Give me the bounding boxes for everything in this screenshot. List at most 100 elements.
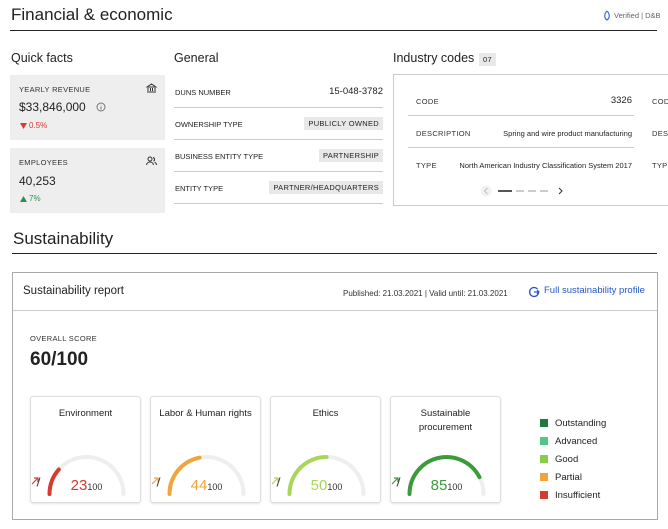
report-panel (12, 272, 658, 520)
out-of: 100 (327, 482, 343, 492)
trend-icon (151, 477, 159, 485)
published: Published: 21.03.2021 | Valid until: 21.… (343, 289, 508, 298)
change: 0.5% (29, 121, 48, 130)
score: 23 (70, 477, 88, 494)
field-value: North American Industry Classification S… (459, 161, 632, 170)
divider (408, 115, 634, 116)
value: 40,253 (19, 174, 56, 188)
legend-label: Advanced (555, 436, 598, 447)
legend-label: Insufficient (555, 490, 601, 501)
link-icon[interactable] (528, 286, 540, 298)
arrow (31, 477, 39, 485)
verified-icon (604, 10, 610, 21)
field-label: DESCRIPTION (652, 129, 668, 138)
legend-item: Partial (540, 472, 582, 483)
industry-card: CODE CODE 3326 DESCRIPTION DESCRIPTION Spring… (393, 74, 668, 206)
divider (408, 147, 634, 148)
gauge-arc (167, 455, 202, 496)
gauge-card: Sustainable procurement 85 100 (390, 396, 501, 503)
trend-icon (391, 477, 399, 485)
row-key: DUNS NUMBER (175, 88, 231, 97)
legend-item: Good (540, 454, 578, 465)
row-key: ENTITY TYPE (175, 184, 224, 193)
trend-icon (271, 477, 279, 485)
section-title: Sustainability (13, 229, 114, 248)
label: YEARLY REVENUE (19, 85, 91, 94)
gauge-score: 44 100 (151, 477, 262, 494)
field-label: TYPE (652, 161, 668, 170)
slash (276, 477, 281, 487)
up-icon (20, 196, 27, 202)
gauge-card: Ethics 50 100 (270, 396, 381, 503)
general-row: OWNERSHIP TYPE PUBLICLY OWNED (174, 108, 383, 140)
change: 7% (29, 194, 41, 203)
slash (156, 477, 161, 487)
gauge-score: 23 100 (31, 477, 142, 494)
gauge-arc (287, 455, 329, 496)
general-row: BUSINESS ENTITY TYPE PARTNERSHIP (174, 140, 383, 172)
arrow (271, 477, 279, 485)
gauge-arc (47, 467, 61, 496)
profile-link[interactable]: Full sustainability profile (544, 285, 645, 296)
slash-line (276, 477, 281, 487)
count-badge: 07 (479, 53, 496, 66)
gauge-title: Ethics (312, 408, 339, 419)
score: 44 (190, 477, 208, 494)
field-value: Spring and wire product manufacturing (503, 129, 632, 138)
gauge (407, 455, 486, 496)
gauge-score: 50 100 (271, 477, 382, 494)
gauge-title: Labor & Human rights (159, 408, 252, 419)
bank-icon (146, 83, 157, 93)
slash-line (36, 477, 41, 487)
field-value: 3326 (610, 95, 632, 106)
gauge (47, 455, 126, 496)
gauge-card: Environment 23 100 (30, 396, 141, 503)
row-key: OWNERSHIP TYPE (175, 120, 243, 129)
gauge-score: 85 100 (391, 477, 502, 494)
field-label: CODE (416, 97, 439, 106)
out-of: 100 (207, 482, 223, 492)
legend-label: Outstanding (555, 418, 607, 429)
gauge (167, 455, 246, 496)
legend-item: Insufficient (540, 490, 600, 501)
slash-line (156, 477, 161, 487)
row-value: PARTNERSHIP (319, 149, 383, 162)
row-value: PUBLICLY OWNED (304, 117, 383, 130)
trend-icon (31, 477, 39, 485)
legend-item: Advanced (540, 436, 597, 447)
legend-swatch (540, 419, 548, 427)
employees-card: EMPLOYEES 40,253 7% (10, 148, 165, 213)
field-label: DESCRIPTION (416, 129, 471, 138)
heading: General (174, 51, 219, 65)
field-label: TYPE (416, 161, 437, 170)
legend-item: Outstanding (540, 418, 606, 429)
field-label: CODE (652, 97, 668, 106)
legend-swatch (540, 473, 548, 481)
slash-line (396, 477, 401, 487)
heading: Industry codes (393, 51, 475, 65)
row-value: PARTNER/HEADQUARTERS (269, 181, 383, 194)
legend-swatch (540, 491, 548, 499)
label: EMPLOYEES (19, 158, 68, 167)
gauge-arc (407, 455, 482, 496)
out-of: 100 (87, 482, 103, 492)
verified: Verified | D&B (614, 11, 661, 20)
score: 85 (430, 477, 448, 494)
legend-label: Good (555, 454, 579, 465)
gauge-title: Environment (58, 408, 113, 419)
gauge (287, 455, 366, 496)
general-row: ENTITY TYPE PARTNER/HEADQUARTERS (174, 172, 383, 204)
slash (396, 477, 401, 487)
overall-label: OVERALL SCORE (30, 334, 97, 343)
legend-label: Partial (555, 472, 582, 483)
down-icon (20, 123, 27, 129)
row-key: BUSINESS ENTITY TYPE (175, 152, 264, 161)
revenue-card: YEARLY REVENUE $33,846,000 0.5% (10, 75, 165, 140)
arrow (391, 477, 399, 485)
value: $33,846,000 (19, 100, 86, 114)
info-icon (96, 102, 106, 112)
out-of: 100 (447, 482, 463, 492)
report-title: Sustainability report (23, 285, 124, 297)
arrow (151, 477, 159, 485)
